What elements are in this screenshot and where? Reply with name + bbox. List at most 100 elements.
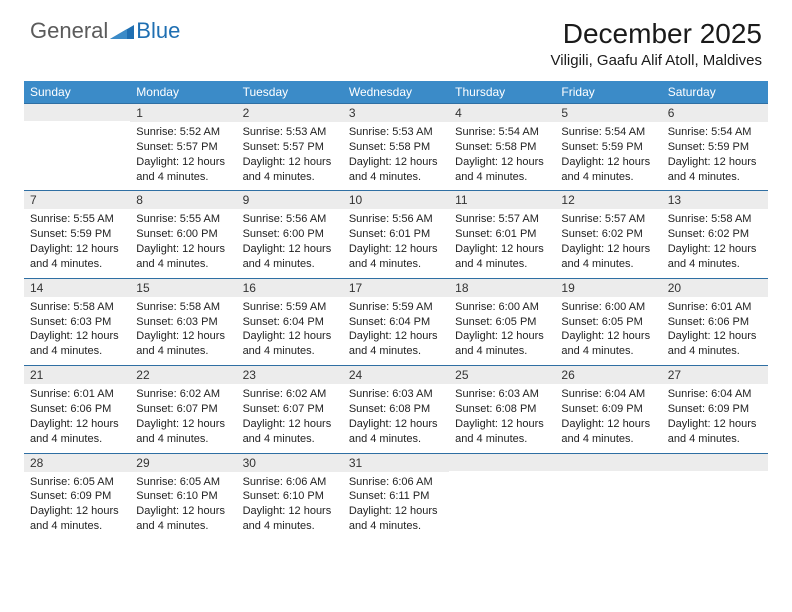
sunset-text: Sunset: 5:57 PM <box>243 140 337 155</box>
sunset-text: Sunset: 6:03 PM <box>30 315 124 330</box>
sunset-text: Sunset: 6:07 PM <box>136 402 230 417</box>
weekday-label: Friday <box>555 81 661 103</box>
sunset-text: Sunset: 6:00 PM <box>243 227 337 242</box>
day-details: Sunrise: 6:03 AMSunset: 6:08 PMDaylight:… <box>449 384 555 452</box>
sunrise-text: Sunrise: 6:03 AM <box>349 387 443 402</box>
sunrise-text: Sunrise: 6:02 AM <box>243 387 337 402</box>
location-text: Viligili, Gaafu Alif Atoll, Maldives <box>551 52 763 69</box>
day-details: Sunrise: 6:06 AMSunset: 6:11 PMDaylight:… <box>343 472 449 540</box>
day-details: Sunrise: 5:54 AMSunset: 5:58 PMDaylight:… <box>449 122 555 190</box>
calendar-week: 1Sunrise: 5:52 AMSunset: 5:57 PMDaylight… <box>24 103 768 190</box>
triangle-icon <box>110 21 134 41</box>
calendar-cell <box>662 453 768 540</box>
weekday-label: Thursday <box>449 81 555 103</box>
sunrise-text: Sunrise: 5:57 AM <box>561 212 655 227</box>
day-number: 10 <box>343 190 449 209</box>
sunrise-text: Sunrise: 6:00 AM <box>455 300 549 315</box>
daylight-text: Daylight: 12 hours and 4 minutes. <box>349 242 443 272</box>
sunrise-text: Sunrise: 6:04 AM <box>668 387 762 402</box>
sunrise-text: Sunrise: 5:55 AM <box>136 212 230 227</box>
calendar-cell: 12Sunrise: 5:57 AMSunset: 6:02 PMDayligh… <box>555 190 661 277</box>
daylight-text: Daylight: 12 hours and 4 minutes. <box>349 417 443 447</box>
sunrise-text: Sunrise: 6:05 AM <box>136 475 230 490</box>
day-number: 21 <box>24 365 130 384</box>
sunset-text: Sunset: 6:08 PM <box>349 402 443 417</box>
calendar-cell: 20Sunrise: 6:01 AMSunset: 6:06 PMDayligh… <box>662 278 768 365</box>
sunrise-text: Sunrise: 6:06 AM <box>243 475 337 490</box>
day-details: Sunrise: 5:54 AMSunset: 5:59 PMDaylight:… <box>555 122 661 190</box>
sunset-text: Sunset: 6:04 PM <box>349 315 443 330</box>
day-number: 22 <box>130 365 236 384</box>
calendar-cell: 21Sunrise: 6:01 AMSunset: 6:06 PMDayligh… <box>24 365 130 452</box>
sunset-text: Sunset: 6:10 PM <box>136 489 230 504</box>
sunset-text: Sunset: 6:00 PM <box>136 227 230 242</box>
day-number: 23 <box>237 365 343 384</box>
day-number: 4 <box>449 103 555 122</box>
daylight-text: Daylight: 12 hours and 4 minutes. <box>30 417 124 447</box>
sunset-text: Sunset: 5:59 PM <box>30 227 124 242</box>
day-details: Sunrise: 5:54 AMSunset: 5:59 PMDaylight:… <box>662 122 768 190</box>
sunrise-text: Sunrise: 6:01 AM <box>30 387 124 402</box>
calendar-week: 7Sunrise: 5:55 AMSunset: 5:59 PMDaylight… <box>24 190 768 277</box>
day-number: 27 <box>662 365 768 384</box>
day-number: 26 <box>555 365 661 384</box>
calendar-cell: 16Sunrise: 5:59 AMSunset: 6:04 PMDayligh… <box>237 278 343 365</box>
logo-text-blue: Blue <box>136 18 180 44</box>
weekday-label: Wednesday <box>343 81 449 103</box>
sunrise-text: Sunrise: 6:01 AM <box>668 300 762 315</box>
day-details: Sunrise: 5:58 AMSunset: 6:02 PMDaylight:… <box>662 209 768 277</box>
calendar-week: 21Sunrise: 6:01 AMSunset: 6:06 PMDayligh… <box>24 365 768 452</box>
day-details: Sunrise: 5:53 AMSunset: 5:58 PMDaylight:… <box>343 122 449 190</box>
day-number: 3 <box>343 103 449 122</box>
daylight-text: Daylight: 12 hours and 4 minutes. <box>668 417 762 447</box>
sunset-text: Sunset: 6:02 PM <box>668 227 762 242</box>
daylight-text: Daylight: 12 hours and 4 minutes. <box>455 329 549 359</box>
weekday-label: Saturday <box>662 81 768 103</box>
day-details: Sunrise: 6:05 AMSunset: 6:09 PMDaylight:… <box>24 472 130 540</box>
sunrise-text: Sunrise: 5:53 AM <box>243 125 337 140</box>
sunset-text: Sunset: 6:05 PM <box>561 315 655 330</box>
daylight-text: Daylight: 12 hours and 4 minutes. <box>561 155 655 185</box>
calendar-cell: 30Sunrise: 6:06 AMSunset: 6:10 PMDayligh… <box>237 453 343 540</box>
day-details: Sunrise: 5:59 AMSunset: 6:04 PMDaylight:… <box>237 297 343 365</box>
day-details: Sunrise: 5:52 AMSunset: 5:57 PMDaylight:… <box>130 122 236 190</box>
day-number: 8 <box>130 190 236 209</box>
day-details: Sunrise: 5:55 AMSunset: 5:59 PMDaylight:… <box>24 209 130 277</box>
calendar-week: 14Sunrise: 5:58 AMSunset: 6:03 PMDayligh… <box>24 278 768 365</box>
sunset-text: Sunset: 6:09 PM <box>30 489 124 504</box>
sunset-text: Sunset: 5:59 PM <box>561 140 655 155</box>
daylight-text: Daylight: 12 hours and 4 minutes. <box>561 417 655 447</box>
sunrise-text: Sunrise: 5:57 AM <box>455 212 549 227</box>
day-number: 6 <box>662 103 768 122</box>
sunrise-text: Sunrise: 5:52 AM <box>136 125 230 140</box>
sunset-text: Sunset: 6:07 PM <box>243 402 337 417</box>
sunset-text: Sunset: 5:58 PM <box>349 140 443 155</box>
sunrise-text: Sunrise: 5:58 AM <box>136 300 230 315</box>
sunrise-text: Sunrise: 5:54 AM <box>455 125 549 140</box>
daylight-text: Daylight: 12 hours and 4 minutes. <box>136 417 230 447</box>
calendar-cell: 23 Sunrise: 6:02 AMSunset: 6:07 PMDayligh… <box>237 365 343 452</box>
logo-text-general: General <box>30 18 108 44</box>
sunrise-text: Sunrise: 6:05 AM <box>30 475 124 490</box>
sunset-text: Sunset: 6:02 PM <box>561 227 655 242</box>
sunrise-text: Sunrise: 6:04 AM <box>561 387 655 402</box>
calendar-cell: 27Sunrise: 6:04 AMSunset: 6:09 PMDayligh… <box>662 365 768 452</box>
weekday-label: Monday <box>130 81 236 103</box>
daylight-text: Daylight: 12 hours and 4 minutes. <box>243 417 337 447</box>
calendar-cell: 10Sunrise: 5:56 AMSunset: 6:01 PMDayligh… <box>343 190 449 277</box>
calendar-cell: 9Sunrise: 5:56 AMSunset: 6:00 PMDaylight… <box>237 190 343 277</box>
calendar-cell: 1Sunrise: 5:52 AMSunset: 5:57 PMDaylight… <box>130 103 236 190</box>
title-block: December 2025 Viligili, Gaafu Alif Atoll… <box>551 18 763 69</box>
day-details: Sunrise: 5:56 AMSunset: 6:01 PMDaylight:… <box>343 209 449 277</box>
day-number <box>24 103 130 121</box>
day-details <box>24 121 130 130</box>
day-number: 31 <box>343 453 449 472</box>
daylight-text: Daylight: 12 hours and 4 minutes. <box>349 329 443 359</box>
calendar-cell: 3Sunrise: 5:53 AMSunset: 5:58 PMDaylight… <box>343 103 449 190</box>
brand-logo: General Blue <box>30 18 180 44</box>
sunset-text: Sunset: 6:06 PM <box>668 315 762 330</box>
day-number: 15 <box>130 278 236 297</box>
month-title: December 2025 <box>551 18 763 50</box>
day-number: 19 <box>555 278 661 297</box>
sunrise-text: Sunrise: 5:59 AM <box>243 300 337 315</box>
